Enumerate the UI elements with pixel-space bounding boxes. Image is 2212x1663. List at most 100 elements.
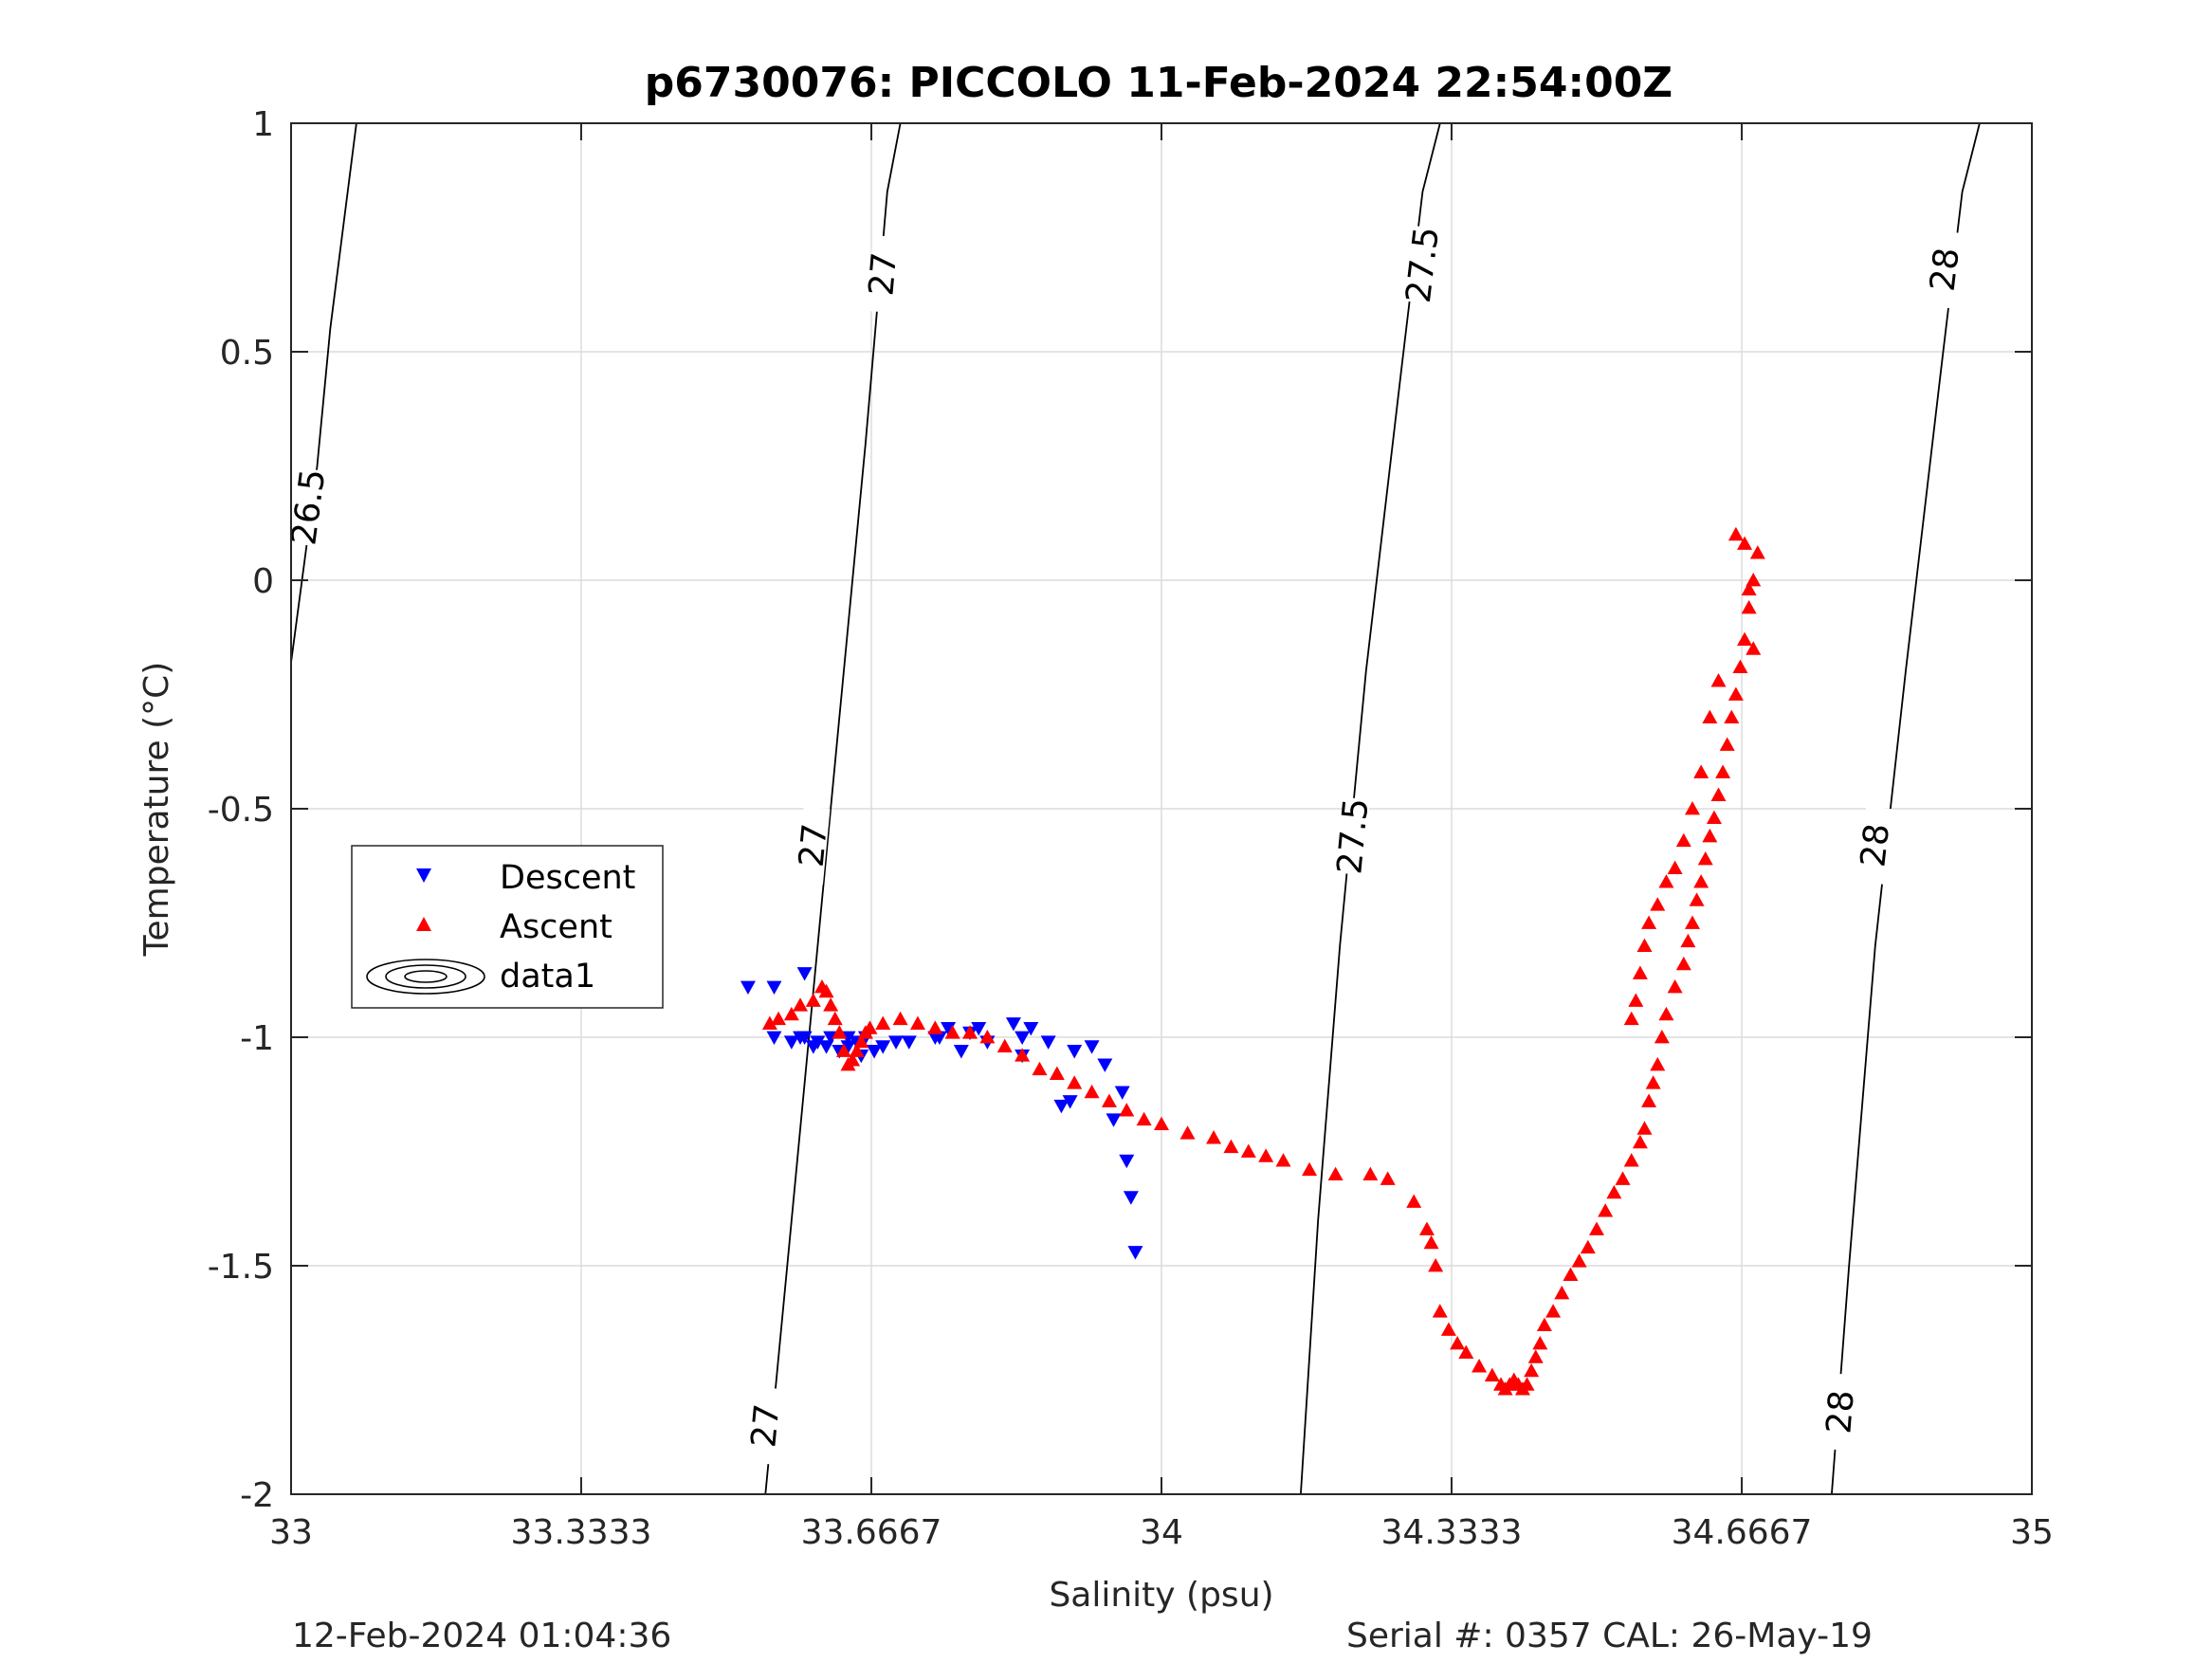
ascent-point (1484, 1367, 1500, 1382)
ascent-point (1737, 631, 1753, 647)
isopycnal-label-gap (796, 806, 831, 885)
ascent-point (1532, 1335, 1548, 1350)
descent-point (1097, 1058, 1113, 1072)
ascent-point (832, 1025, 848, 1039)
legend-entry-ascent[interactable]: Ascent (416, 908, 612, 946)
descent-point (840, 1040, 856, 1054)
descent-point (875, 1040, 891, 1054)
descent-point (1127, 1246, 1143, 1260)
y-tick-label: 1 (252, 105, 274, 144)
descent-point (888, 1035, 905, 1050)
ascent-point (1154, 1116, 1169, 1130)
ascent-point (827, 1011, 843, 1026)
ascent-point (1440, 1322, 1456, 1336)
axis-ticks: 33 33.3333 33.6667 34 34.3333 34.6667 35 -2 -1.5… (208, 105, 2054, 1552)
descent-point (1053, 1099, 1069, 1114)
descent-point (971, 1021, 987, 1036)
ascent-point (1032, 1061, 1048, 1076)
ascent-point (962, 1025, 978, 1039)
ascent-point (1702, 828, 1718, 843)
ascent-point (1589, 1221, 1604, 1235)
x-tick-label: 35 (2010, 1513, 2054, 1552)
isopycnal-label-28: 28 (1819, 1389, 1861, 1435)
y-tick-label: 0.5 (220, 334, 274, 373)
legend-box (351, 845, 664, 1009)
ascent-point (1258, 1148, 1274, 1162)
isopycnal-label-gap (1336, 796, 1370, 876)
ascent-point (1580, 1239, 1596, 1254)
ascent-point (1675, 832, 1691, 848)
legend-entry-descent[interactable]: Descent (416, 859, 635, 897)
data-points (740, 526, 1765, 1396)
ascent-point (1571, 1253, 1587, 1268)
isopycnal-label-gap (748, 1386, 783, 1465)
x-tick-label: 34.3333 (1381, 1513, 1523, 1552)
ascent-point (1240, 1143, 1256, 1158)
ascent-point (979, 1030, 996, 1044)
ascent-point (823, 997, 839, 1012)
legend-label-data1: data1 (500, 958, 595, 996)
ascent-point (1327, 1166, 1344, 1180)
ascent-point (1680, 933, 1696, 948)
ascent-point (761, 1015, 777, 1030)
y-tick-label: -0.5 (208, 791, 274, 830)
isopycnal-label-27.5: 27.5 (1330, 796, 1376, 876)
ascent-point (1641, 915, 1657, 929)
ascent-point (853, 1033, 869, 1049)
isopycnal-label-gap (1824, 1373, 1857, 1452)
ascent-point (1741, 599, 1757, 614)
ascent-point (1554, 1285, 1570, 1300)
descent-point (783, 1035, 799, 1050)
descent-point (1067, 1045, 1083, 1059)
legend[interactable]: Descent Ascent data1 (351, 845, 664, 1009)
descent-point (1106, 1113, 1122, 1127)
descent-point (867, 1045, 883, 1059)
ascent-point (1380, 1171, 1396, 1185)
isopycnal-label-gap (1857, 806, 1893, 885)
ascent-point (927, 1020, 943, 1034)
legend-label-ascent: Ascent (500, 908, 612, 946)
ascent-point (1119, 1103, 1135, 1117)
ascent-point (1598, 1203, 1614, 1217)
descent-point (901, 1035, 917, 1050)
ascent-point (1632, 965, 1648, 979)
descent-point (810, 1035, 826, 1050)
descent-point (941, 1021, 957, 1036)
ascent-point (1693, 874, 1709, 888)
isopycnal-label-27: 27 (744, 1402, 787, 1449)
ascent-point (1706, 810, 1722, 825)
contour-ellipse-icon (366, 959, 485, 995)
ascent-point (1650, 897, 1666, 911)
footer-timestamp: 12-Feb-2024 01:04:36 (292, 1617, 671, 1655)
ascent-point (1458, 1344, 1474, 1359)
descent-point (931, 1031, 947, 1045)
ascent-point (1623, 1153, 1639, 1167)
descent-point (1040, 1035, 1056, 1050)
ascent-point (1710, 673, 1727, 687)
ascent-point (1693, 764, 1709, 778)
ascent-point (1684, 915, 1700, 929)
ascent-point (1746, 641, 1762, 655)
isopycnal-label-gap (290, 467, 327, 547)
ascent-point (1049, 1066, 1065, 1080)
isopycnal-label-27.5: 27.5 (1399, 225, 1447, 304)
ascent-point (1223, 1139, 1239, 1154)
ascent-point (1732, 659, 1748, 673)
ascent-point (793, 997, 809, 1012)
ascent-point (1697, 851, 1713, 866)
ascent-point (1728, 686, 1744, 701)
isopycnal-line-27.5 (1300, 122, 1441, 1495)
descent-point (1114, 1086, 1130, 1100)
ascent-point (771, 1011, 787, 1026)
ascent-point (1724, 709, 1740, 723)
ascent-point (1645, 1075, 1661, 1089)
ascent-point (1206, 1130, 1222, 1144)
ascent-point (1418, 1221, 1435, 1235)
legend-entry-data1[interactable]: data1 (366, 958, 595, 996)
ascent-point (996, 1038, 1013, 1053)
ascent-point (1737, 536, 1753, 550)
ascent-point (1675, 956, 1691, 971)
ascent-point (1423, 1234, 1439, 1250)
